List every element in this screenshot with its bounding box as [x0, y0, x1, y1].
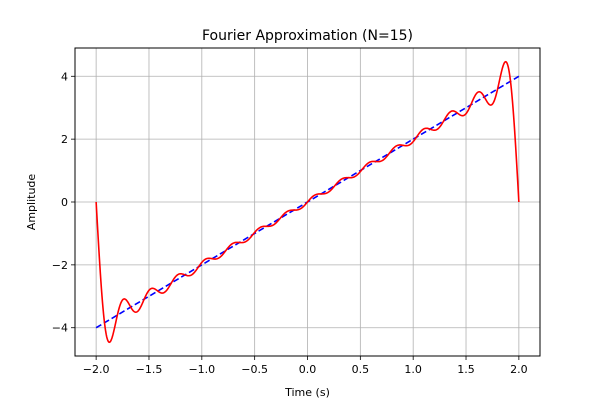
ticks: −2.0 −1.5 −1.0 −0.5 0.0 0.5 1.0 1.5 2.0 −4 −2 0 2 4: [52, 70, 528, 376]
x-tick-label: 0.5: [352, 363, 370, 376]
x-axis-label: Time (s): [284, 386, 330, 399]
y-tick-label: −4: [52, 322, 68, 335]
chart-title: Fourier Approximation (N=15): [202, 28, 413, 44]
y-axis-label: Amplitude: [25, 174, 38, 231]
x-tick-label: −1.0: [188, 363, 215, 376]
plot-series: [95, 60, 520, 344]
y-tick-label: −2: [52, 259, 68, 272]
x-tick-label: 2.0: [510, 363, 528, 376]
x-tick-label: −2.0: [83, 363, 110, 376]
y-tick-label: 2: [61, 133, 68, 146]
fourier-approximation-series: [95, 60, 520, 344]
x-tick-label: −1.5: [136, 363, 163, 376]
y-tick-label: 0: [61, 196, 68, 209]
x-tick-label: 0.0: [299, 363, 317, 376]
y-tick-label: 4: [61, 70, 68, 83]
x-tick-label: −0.5: [241, 363, 268, 376]
x-tick-label: 1.5: [457, 363, 475, 376]
x-tick-label: 1.0: [404, 363, 422, 376]
